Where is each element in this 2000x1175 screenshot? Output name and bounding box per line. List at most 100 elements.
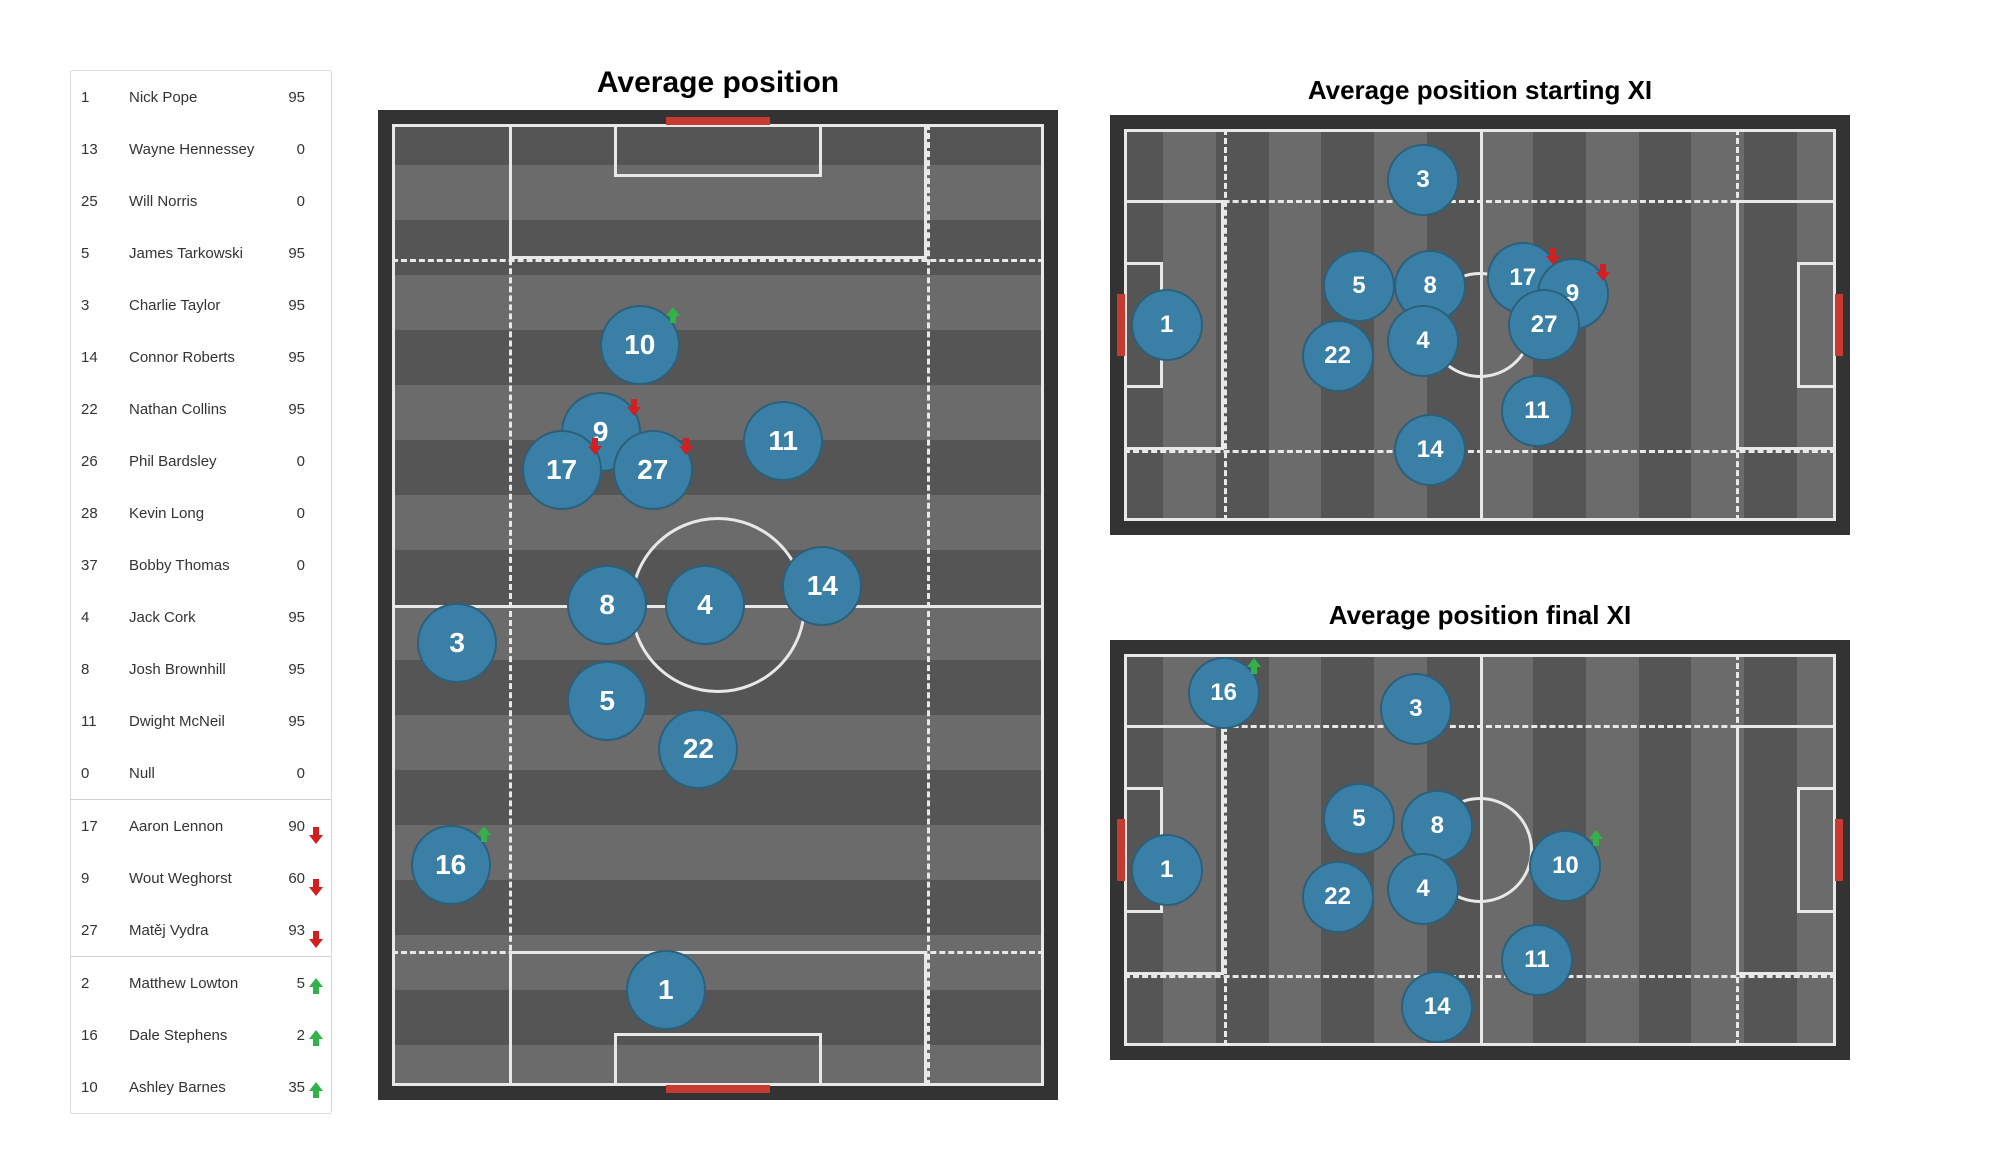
- squad-number: 27: [71, 922, 125, 939]
- player-marker: 4: [665, 565, 745, 645]
- player-marker: 8: [567, 565, 647, 645]
- squad-name: Null: [125, 765, 261, 782]
- squad-row: 22Nathan Collins95: [71, 383, 331, 435]
- squad-minutes: 95: [261, 245, 311, 262]
- player-marker: 4: [1387, 853, 1459, 925]
- player-marker: 3: [1387, 144, 1459, 216]
- squad-number: 14: [71, 349, 125, 366]
- sub-icon: [311, 922, 331, 939]
- squad-number: 13: [71, 141, 125, 158]
- squad-row: 27Matěj Vydra93: [71, 904, 331, 956]
- player-marker: 14: [1394, 414, 1466, 486]
- player-marker: 16: [1188, 657, 1260, 729]
- squad-name: Bobby Thomas: [125, 557, 261, 574]
- sub-icon: [311, 1027, 331, 1044]
- squad-row: 25Will Norris0: [71, 175, 331, 227]
- player-marker: 14: [782, 546, 862, 626]
- squad-row: 0Null0: [71, 747, 331, 799]
- player-marker: 5: [1323, 250, 1395, 322]
- squad-row: 4Jack Cork95: [71, 591, 331, 643]
- squad-minutes: 0: [261, 193, 311, 210]
- starting-xi-title: Average position starting XI: [1110, 75, 1850, 106]
- squad-minutes: 35: [261, 1079, 311, 1096]
- final-xi-pitch: 163158224101114: [1110, 640, 1850, 1060]
- squad-name: Matěj Vydra: [125, 922, 261, 939]
- squad-number: 5: [71, 245, 125, 262]
- squad-row: 14Connor Roberts95: [71, 331, 331, 383]
- squad-name: Dwight McNeil: [125, 713, 261, 730]
- squad-minutes: 90: [261, 818, 311, 835]
- squad-name: Will Norris: [125, 193, 261, 210]
- squad-number: 2: [71, 975, 125, 992]
- squad-row: 11Dwight McNeil95: [71, 695, 331, 747]
- player-marker: 27: [613, 430, 693, 510]
- starting-xi-pitch: 1358224179271114: [1110, 115, 1850, 535]
- sub-icon: [311, 818, 331, 835]
- squad-minutes: 0: [261, 505, 311, 522]
- squad-name: Nathan Collins: [125, 401, 261, 418]
- main-pitch-title: Average position: [378, 66, 1058, 100]
- squad-name: Josh Brownhill: [125, 661, 261, 678]
- main-pitch: 10917271184143522161: [378, 110, 1058, 1100]
- squad-number: 37: [71, 557, 125, 574]
- player-marker: 4: [1387, 305, 1459, 377]
- squad-row: 5James Tarkowski95: [71, 227, 331, 279]
- player-marker: 11: [743, 401, 823, 481]
- player-marker: 5: [567, 661, 647, 741]
- squad-number: 28: [71, 505, 125, 522]
- squad-minutes: 93: [261, 922, 311, 939]
- squad-number: 11: [71, 713, 125, 730]
- squad-minutes: 95: [261, 661, 311, 678]
- squad-row: 26Phil Bardsley0: [71, 435, 331, 487]
- squad-minutes: 95: [261, 89, 311, 106]
- squad-number: 26: [71, 453, 125, 470]
- squad-row: 8Josh Brownhill95: [71, 643, 331, 695]
- squad-name: James Tarkowski: [125, 245, 261, 262]
- player-marker: 3: [1380, 673, 1452, 745]
- squad-name: Charlie Taylor: [125, 297, 261, 314]
- squad-row: 3Charlie Taylor95: [71, 279, 331, 331]
- squad-number: 3: [71, 297, 125, 314]
- squad-name: Ashley Barnes: [125, 1079, 261, 1096]
- player-marker: 22: [1302, 861, 1374, 933]
- squad-name: Jack Cork: [125, 609, 261, 626]
- squad-number: 16: [71, 1027, 125, 1044]
- player-marker: 1: [1131, 834, 1203, 906]
- squad-name: Connor Roberts: [125, 349, 261, 366]
- final-xi-title: Average position final XI: [1110, 600, 1850, 631]
- squad-minutes: 95: [261, 349, 311, 366]
- squad-minutes: 0: [261, 765, 311, 782]
- squad-number: 1: [71, 89, 125, 106]
- player-marker: 1: [1131, 289, 1203, 361]
- squad-table: 1Nick Pope9513Wayne Hennessey025Will Nor…: [70, 70, 332, 1114]
- squad-minutes: 95: [261, 609, 311, 626]
- squad-minutes: 95: [261, 297, 311, 314]
- squad-name: Aaron Lennon: [125, 818, 261, 835]
- player-marker: 14: [1401, 971, 1473, 1043]
- squad-number: 22: [71, 401, 125, 418]
- sub-icon: [311, 870, 331, 887]
- sub-icon: [311, 975, 331, 992]
- squad-number: 9: [71, 870, 125, 887]
- squad-name: Matthew Lowton: [125, 975, 261, 992]
- player-marker: 27: [1508, 289, 1580, 361]
- player-marker: 22: [1302, 320, 1374, 392]
- squad-number: 25: [71, 193, 125, 210]
- squad-row: 9Wout Weghorst60: [71, 852, 331, 904]
- squad-name: Phil Bardsley: [125, 453, 261, 470]
- squad-number: 10: [71, 1079, 125, 1096]
- squad-name: Wayne Hennessey: [125, 141, 261, 158]
- squad-minutes: 5: [261, 975, 311, 992]
- squad-row: 10Ashley Barnes35: [71, 1061, 331, 1113]
- squad-row: 28Kevin Long0: [71, 487, 331, 539]
- squad-row: 1Nick Pope95: [71, 71, 331, 123]
- squad-minutes: 0: [261, 453, 311, 470]
- squad-number: 0: [71, 765, 125, 782]
- player-marker: 22: [658, 709, 738, 789]
- squad-row: 16Dale Stephens2: [71, 1009, 331, 1061]
- player-marker: 8: [1401, 790, 1473, 862]
- squad-row: 37Bobby Thomas0: [71, 539, 331, 591]
- squad-row: 13Wayne Hennessey0: [71, 123, 331, 175]
- squad-row: 2Matthew Lowton5: [71, 956, 331, 1009]
- squad-minutes: 0: [261, 141, 311, 158]
